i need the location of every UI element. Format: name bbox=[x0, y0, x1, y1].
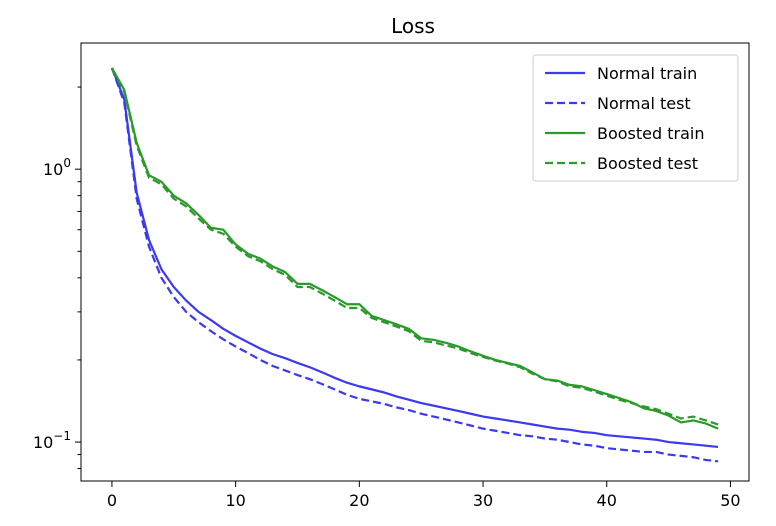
y-axis: 100 10−1 bbox=[33, 86, 81, 470]
x-tick-label: 40 bbox=[597, 491, 617, 510]
x-tick-label: 10 bbox=[225, 491, 245, 510]
x-axis: 0 10 20 30 40 50 bbox=[107, 481, 741, 510]
legend-label: Normal test bbox=[597, 94, 691, 113]
legend-box bbox=[532, 54, 739, 182]
series-line-normal-train bbox=[110, 67, 719, 449]
series-line-normal-test bbox=[110, 67, 719, 463]
x-tick-label: 30 bbox=[473, 491, 493, 510]
x-tick-label: 50 bbox=[720, 491, 740, 510]
legend-label: Boosted train bbox=[597, 124, 705, 143]
legend: Normal train Normal test Boosted train Boos… bbox=[532, 54, 739, 182]
series-line-boosted-test bbox=[110, 68, 719, 426]
x-tick-label: 0 bbox=[107, 491, 117, 510]
series-line-boosted-train bbox=[110, 67, 719, 430]
y-tick-label: 100 bbox=[43, 156, 71, 179]
y-tick-label: 10−1 bbox=[33, 429, 71, 452]
chart-title: Loss bbox=[391, 14, 435, 38]
x-tick-label: 20 bbox=[349, 491, 369, 510]
legend-label: Boosted test bbox=[597, 154, 698, 173]
plot-frame bbox=[80, 42, 750, 482]
legend-label: Normal train bbox=[597, 64, 697, 83]
plot-lines bbox=[110, 67, 719, 463]
